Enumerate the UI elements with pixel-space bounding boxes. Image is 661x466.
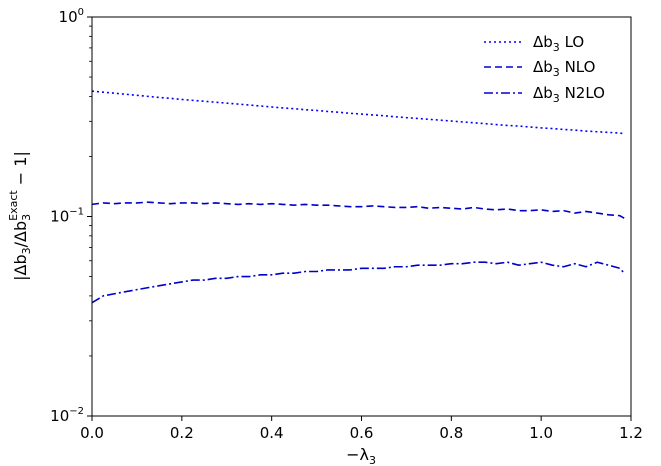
series-line-2 — [91, 261, 625, 304]
legend-lo-tail: LO — [560, 33, 584, 51]
legend-label-nlo: Δb3 NLO — [533, 58, 595, 79]
legend-n2lo-tail: N2LO — [560, 84, 605, 102]
y-label-sub1: 3 — [20, 247, 33, 254]
y-axis-label: |Δb3/Δb3Exact − 1| — [7, 151, 33, 281]
legend-label-n2lo: Δb3 N2LO — [533, 84, 605, 105]
x-tick-label-2: 0.4 — [260, 424, 284, 442]
legend-nlo-tail: NLO — [560, 58, 596, 76]
series-line-1 — [91, 201, 625, 219]
y-tick-label-2: 100 — [59, 7, 84, 26]
x-tick-label-0: 0.0 — [80, 424, 104, 442]
y-label-sub2: 3 — [20, 214, 33, 221]
x-tick-label-3: 0.6 — [350, 424, 374, 442]
series-layer — [91, 90, 625, 304]
plot-frame — [91, 16, 632, 417]
legend-label-lo: Δb3 LO — [533, 33, 584, 54]
legend-lo-main: Δb — [533, 33, 553, 51]
series-line-0 — [91, 90, 625, 135]
x-axis-label-sub: 3 — [369, 454, 376, 466]
legend-n2lo-sub: 3 — [553, 92, 560, 105]
y-label-close: − 1| — [11, 151, 30, 190]
x-tick-label-6: 1.2 — [619, 424, 643, 442]
y-label-open: |Δb — [11, 254, 30, 281]
y-tick-label-1: 10−1 — [50, 207, 84, 226]
x-tick-label-4: 0.8 — [439, 424, 463, 442]
y-tick-label-0: 10−2 — [50, 406, 84, 425]
x-tick-label-5: 1.0 — [529, 424, 553, 442]
tick-layer: 0.0 0.2 0.4 0.6 0.8 1.0 1.2 10−2 10−1 100 — [50, 7, 643, 442]
legend-n2lo-main: Δb — [533, 84, 553, 102]
y-label-mid: /Δb — [11, 221, 30, 248]
x-axis-label-main: −λ — [346, 445, 369, 464]
legend-nlo-sub: 3 — [553, 66, 560, 79]
legend-lo-sub: 3 — [553, 41, 560, 54]
legend: Δb3 LO Δb3 NLO Δb3 N2LO — [484, 33, 605, 105]
x-tick-label-1: 0.2 — [170, 424, 194, 442]
x-axis-label: −λ3 — [346, 445, 376, 466]
legend-nlo-main: Δb — [533, 58, 553, 76]
y-label-sup: Exact — [7, 190, 20, 221]
